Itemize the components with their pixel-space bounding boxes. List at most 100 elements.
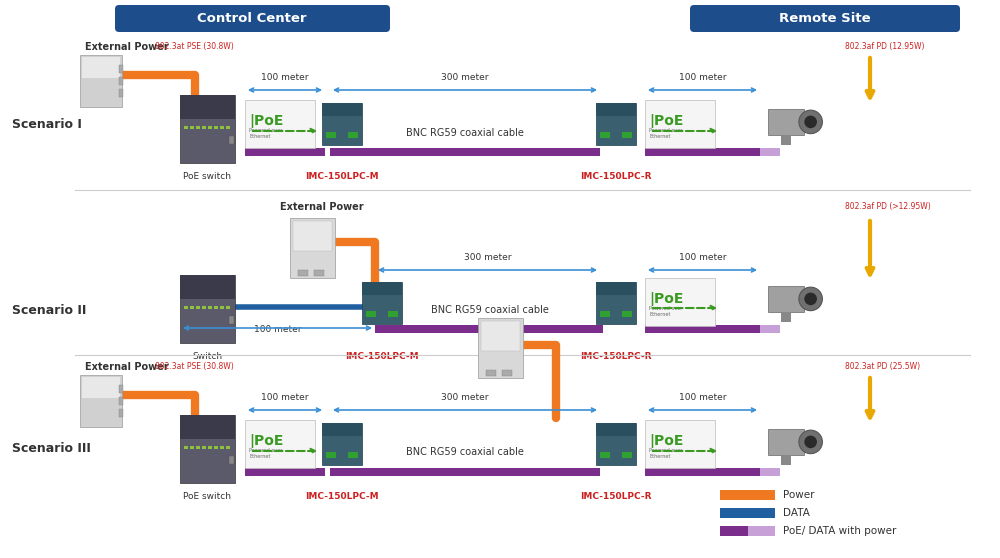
Text: IMC-150LPC-R: IMC-150LPC-R — [580, 352, 652, 361]
Bar — [229, 136, 234, 144]
Bar — [184, 306, 188, 309]
Bar — [190, 306, 194, 309]
Text: External Power: External Power — [85, 362, 169, 372]
Bar — [596, 423, 636, 465]
Bar — [645, 100, 715, 148]
Bar — [119, 89, 123, 97]
Text: Powered over: Powered over — [249, 448, 282, 453]
Bar — [190, 126, 194, 128]
Bar — [596, 423, 636, 436]
Bar — [362, 282, 402, 295]
Bar — [180, 415, 235, 439]
Text: 300 meter: 300 meter — [441, 73, 489, 82]
Bar — [330, 148, 600, 156]
Text: |PoE: |PoE — [649, 292, 683, 306]
Text: Control Center: Control Center — [197, 12, 307, 25]
Bar — [322, 103, 362, 116]
Text: IMC-150LPC-R: IMC-150LPC-R — [580, 172, 652, 181]
Bar — [229, 456, 234, 464]
Bar — [119, 397, 123, 405]
Bar — [388, 311, 398, 318]
Bar — [600, 132, 610, 138]
Bar — [208, 126, 212, 128]
Bar — [208, 306, 212, 309]
Bar — [622, 311, 632, 318]
Bar — [366, 311, 376, 318]
Bar — [478, 318, 523, 378]
Bar — [214, 306, 218, 309]
FancyBboxPatch shape — [690, 5, 960, 32]
Bar — [781, 455, 791, 465]
Text: External Power: External Power — [280, 202, 364, 212]
Text: Ethernet: Ethernet — [249, 454, 270, 459]
Bar — [208, 446, 212, 449]
Bar — [220, 126, 224, 128]
Text: |PoE: |PoE — [249, 434, 283, 448]
Text: Scenario III: Scenario III — [12, 441, 91, 455]
Circle shape — [799, 287, 822, 311]
Bar — [322, 423, 362, 465]
Circle shape — [799, 430, 822, 454]
Bar — [293, 221, 332, 251]
Bar — [226, 446, 230, 449]
Text: IMC-150LPC-M: IMC-150LPC-M — [305, 172, 379, 181]
Text: 802.3at PSE (30.8W): 802.3at PSE (30.8W) — [155, 42, 234, 51]
Bar — [600, 311, 610, 318]
FancyBboxPatch shape — [115, 5, 390, 32]
Text: Ethernet: Ethernet — [249, 134, 270, 139]
Text: 100 meter: 100 meter — [254, 325, 301, 334]
Bar — [720, 490, 775, 500]
Bar — [80, 55, 122, 107]
Text: BNC RG59 coaxial cable: BNC RG59 coaxial cable — [431, 305, 549, 315]
Bar — [760, 325, 780, 333]
Bar — [202, 126, 206, 128]
Bar — [326, 453, 336, 459]
Bar — [226, 306, 230, 309]
Text: Scenario II: Scenario II — [12, 304, 86, 316]
Bar — [196, 446, 200, 449]
Text: Powered over: Powered over — [649, 448, 682, 453]
Bar — [645, 420, 715, 468]
Bar — [80, 375, 122, 427]
Text: PoE/ DATA with power: PoE/ DATA with power — [783, 526, 896, 536]
Text: 100 meter: 100 meter — [261, 393, 309, 402]
Bar — [180, 95, 235, 119]
Bar — [82, 377, 120, 398]
Bar — [245, 148, 325, 156]
Bar — [326, 132, 336, 138]
Bar — [180, 415, 235, 483]
Bar — [748, 526, 775, 536]
Bar — [760, 468, 780, 476]
Text: PoE switch: PoE switch — [183, 492, 231, 501]
Circle shape — [804, 436, 817, 448]
Text: BNC RG59 coaxial cable: BNC RG59 coaxial cable — [406, 128, 524, 138]
Circle shape — [804, 116, 817, 128]
Text: IMC-150LPC-M: IMC-150LPC-M — [305, 492, 379, 501]
Text: Powered over: Powered over — [249, 128, 282, 133]
Bar — [348, 132, 358, 138]
Text: |PoE: |PoE — [649, 114, 683, 128]
Bar — [781, 311, 791, 322]
Text: Remote Site: Remote Site — [779, 12, 871, 25]
Bar — [184, 446, 188, 449]
Text: 300 meter: 300 meter — [441, 393, 489, 402]
Text: 300 meter: 300 meter — [464, 253, 511, 262]
Text: 802.3af PD (12.95W): 802.3af PD (12.95W) — [845, 42, 924, 51]
Bar — [119, 409, 123, 417]
Bar — [622, 132, 632, 138]
Bar — [596, 103, 636, 116]
Bar — [184, 126, 188, 128]
Text: |PoE: |PoE — [249, 114, 283, 128]
Bar — [229, 316, 234, 324]
Bar — [119, 65, 123, 73]
Bar — [226, 126, 230, 128]
Bar — [196, 126, 200, 128]
Bar — [768, 429, 804, 455]
Bar — [502, 370, 512, 376]
Bar — [196, 306, 200, 309]
Bar — [645, 468, 760, 476]
Bar — [348, 453, 358, 459]
Bar — [486, 370, 496, 376]
Text: Switch: Switch — [192, 352, 222, 361]
Circle shape — [804, 292, 817, 305]
